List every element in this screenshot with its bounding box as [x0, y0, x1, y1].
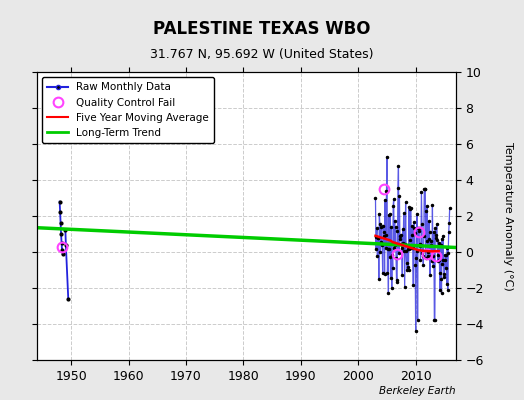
- Text: PALESTINE TEXAS WBO: PALESTINE TEXAS WBO: [153, 20, 371, 38]
- Text: 31.767 N, 95.692 W (United States): 31.767 N, 95.692 W (United States): [150, 48, 374, 61]
- Y-axis label: Temperature Anomaly (°C): Temperature Anomaly (°C): [504, 142, 514, 290]
- Legend: Raw Monthly Data, Quality Control Fail, Five Year Moving Average, Long-Term Tren: Raw Monthly Data, Quality Control Fail, …: [42, 77, 214, 143]
- Text: Berkeley Earth: Berkeley Earth: [379, 386, 456, 396]
